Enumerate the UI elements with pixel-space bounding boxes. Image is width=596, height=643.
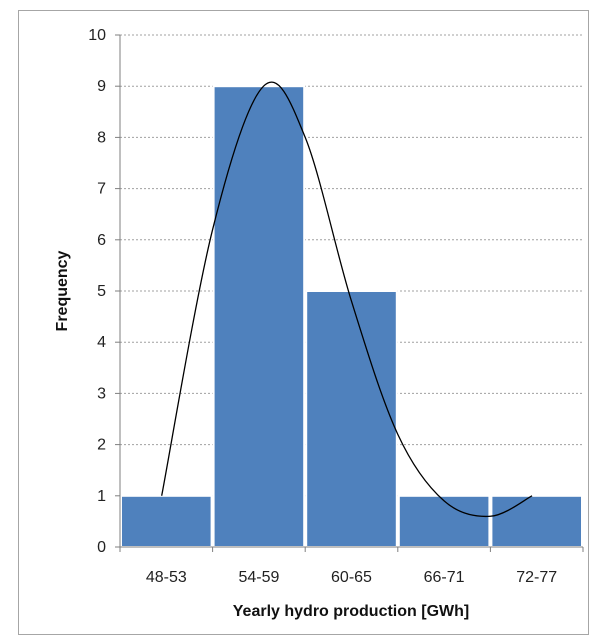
axes xyxy=(115,34,584,552)
bar-66-71 xyxy=(397,494,491,548)
y-tick-label: 1 xyxy=(97,488,106,505)
y-tick-labels: 0 1 2 3 4 5 6 7 8 9 10 xyxy=(88,27,106,556)
x-tick-label: 54-59 xyxy=(238,569,279,586)
y-tick-label: 6 xyxy=(97,232,106,249)
bar-72-77 xyxy=(490,494,583,548)
bar-54-59 xyxy=(212,85,306,548)
y-tick-label: 5 xyxy=(97,283,106,300)
x-tick-labels: 48-53 54-59 60-65 66-71 72-77 xyxy=(146,569,557,586)
x-tick-label: 60-65 xyxy=(331,569,372,586)
y-tick-label: 4 xyxy=(97,334,106,351)
x-tick-label: 48-53 xyxy=(146,569,187,586)
x-tick-label: 72-77 xyxy=(516,569,557,586)
y-tick-label: 7 xyxy=(97,181,106,198)
bar-60-65 xyxy=(305,290,398,548)
y-tick-label: 8 xyxy=(97,129,106,146)
bars xyxy=(120,85,583,548)
y-tick-label: 3 xyxy=(97,385,106,402)
x-axis-title: Yearly hydro production [GWh] xyxy=(233,603,469,620)
fit-curve-layer xyxy=(161,81,533,518)
y-tick-label: 9 xyxy=(97,78,106,95)
y-tick-label: 10 xyxy=(88,27,106,44)
y-tick-label: 0 xyxy=(97,539,106,556)
y-axis-title: Frequency xyxy=(54,250,71,331)
fit-curve xyxy=(161,81,533,518)
y-tick-label: 2 xyxy=(97,437,106,454)
bar-48-53 xyxy=(120,494,213,548)
x-tick-label: 66-71 xyxy=(424,569,465,586)
